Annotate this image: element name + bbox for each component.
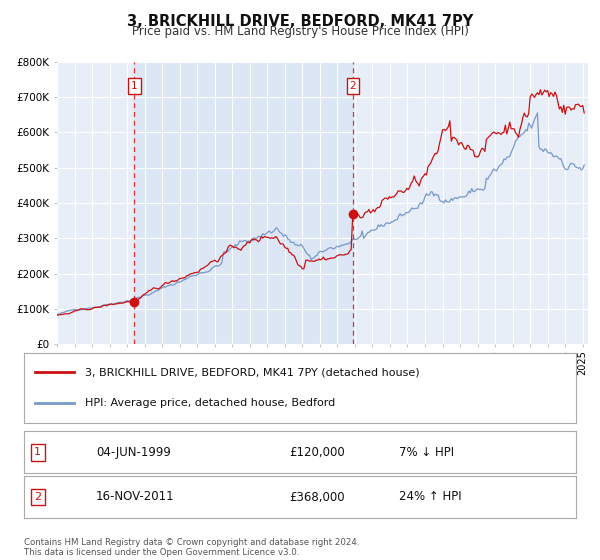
Text: 3, BRICKHILL DRIVE, BEDFORD, MK41 7PY (detached house): 3, BRICKHILL DRIVE, BEDFORD, MK41 7PY (d… <box>85 367 419 377</box>
Text: 24% ↑ HPI: 24% ↑ HPI <box>400 491 462 503</box>
Text: £120,000: £120,000 <box>289 446 345 459</box>
Text: Contains HM Land Registry data © Crown copyright and database right 2024.
This d: Contains HM Land Registry data © Crown c… <box>24 538 359 557</box>
Text: 3, BRICKHILL DRIVE, BEDFORD, MK41 7PY: 3, BRICKHILL DRIVE, BEDFORD, MK41 7PY <box>127 14 473 29</box>
Text: 7% ↓ HPI: 7% ↓ HPI <box>400 446 454 459</box>
Text: Price paid vs. HM Land Registry's House Price Index (HPI): Price paid vs. HM Land Registry's House … <box>131 25 469 38</box>
Text: HPI: Average price, detached house, Bedford: HPI: Average price, detached house, Bedf… <box>85 398 335 408</box>
Text: 2: 2 <box>34 492 41 502</box>
Text: 2: 2 <box>350 81 356 91</box>
Text: 1: 1 <box>34 447 41 457</box>
Text: £368,000: £368,000 <box>289 491 344 503</box>
Text: 16-NOV-2011: 16-NOV-2011 <box>96 491 175 503</box>
Text: 1: 1 <box>131 81 138 91</box>
Text: 04-JUN-1999: 04-JUN-1999 <box>96 446 170 459</box>
Bar <box>134 62 353 344</box>
